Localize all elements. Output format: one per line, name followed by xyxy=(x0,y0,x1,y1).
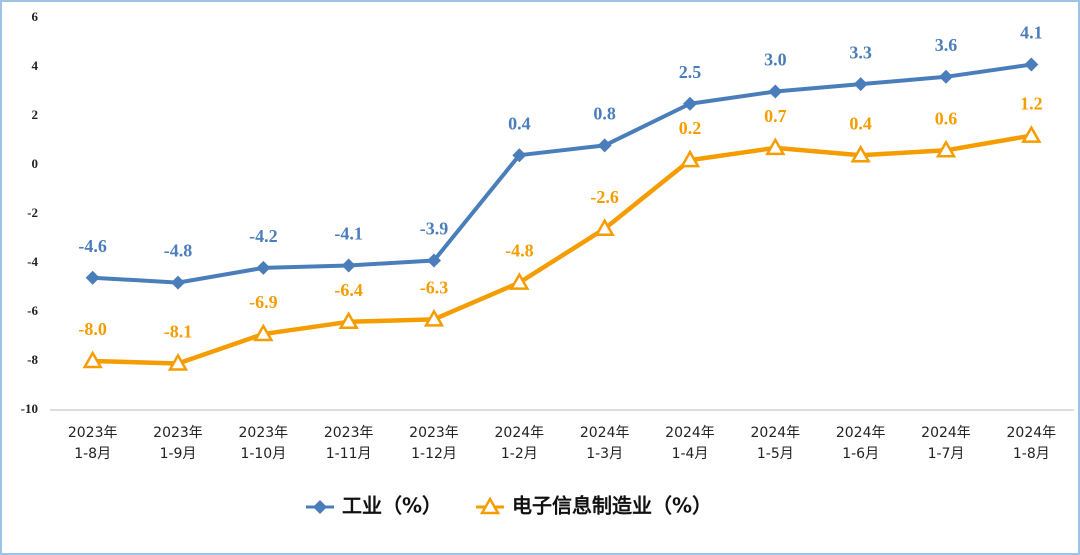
marker xyxy=(341,258,356,273)
value-label: 3.6 xyxy=(935,35,958,55)
x-tick-label: 2024年 xyxy=(665,425,715,441)
value-label: -4.8 xyxy=(164,241,193,261)
legend-label: 电子信息制造业（%） xyxy=(512,494,712,518)
value-label: 3.0 xyxy=(764,50,787,70)
value-label: -4.6 xyxy=(78,236,107,256)
x-tick-label: 2024年 xyxy=(580,425,630,441)
x-tick-label: 1-8月 xyxy=(1013,446,1050,462)
value-label: -4.2 xyxy=(249,226,278,246)
x-tick-label: 2024年 xyxy=(836,425,886,441)
x-tick-label: 1-9月 xyxy=(160,446,197,462)
marker xyxy=(765,137,786,156)
marker xyxy=(167,352,189,371)
marker xyxy=(256,260,271,275)
value-label: -8.1 xyxy=(164,322,193,342)
x-tick-label: 1-8月 xyxy=(74,446,111,462)
x-tick-label: 1-12月 xyxy=(411,446,457,462)
x-tick-label: 1-6月 xyxy=(842,446,879,462)
x-tick-label: 2024年 xyxy=(1007,425,1057,441)
value-label: -3.9 xyxy=(420,219,449,239)
marker xyxy=(850,144,871,163)
y-tick-label: -2 xyxy=(27,205,38,220)
y-tick-label: 4 xyxy=(32,58,39,73)
marker xyxy=(423,308,445,327)
value-label: 0.4 xyxy=(508,113,531,133)
x-tick-label: 2023年 xyxy=(324,425,374,441)
value-label: -6.3 xyxy=(420,277,449,297)
value-label: 4.1 xyxy=(1020,23,1043,43)
x-tick-label: 2024年 xyxy=(751,425,801,441)
y-tick-label: -10 xyxy=(21,401,38,416)
value-label: -4.1 xyxy=(334,224,363,244)
marker xyxy=(935,139,957,158)
marker xyxy=(427,253,441,268)
x-tick-label: 1-5月 xyxy=(757,446,794,462)
x-tick-label: 1-7月 xyxy=(928,446,965,462)
x-tick-label: 1-3月 xyxy=(586,446,623,462)
marker xyxy=(338,311,359,330)
marker xyxy=(1024,57,1039,72)
value-label: 2.5 xyxy=(679,62,702,82)
marker xyxy=(85,270,100,285)
x-tick-label: 2024年 xyxy=(921,425,971,441)
value-label: -6.9 xyxy=(249,292,278,312)
marker xyxy=(597,138,612,153)
marker xyxy=(853,77,868,92)
marker xyxy=(768,84,783,99)
y-tick-label: 6 xyxy=(32,9,39,24)
marker xyxy=(313,500,327,514)
value-label: 0.6 xyxy=(935,108,958,128)
y-tick-label: -6 xyxy=(27,303,38,318)
value-label: 0.7 xyxy=(764,106,787,126)
value-label: 1.2 xyxy=(1020,94,1043,114)
marker xyxy=(509,272,530,290)
y-tick-label: -4 xyxy=(27,254,38,269)
x-tick-label: 2023年 xyxy=(239,425,289,441)
value-label: -4.8 xyxy=(505,241,534,261)
marker xyxy=(594,218,615,236)
value-label: 0.8 xyxy=(593,104,616,124)
marker xyxy=(683,96,697,111)
x-tick-label: 2023年 xyxy=(153,425,203,441)
marker xyxy=(939,69,953,84)
y-tick-label: -8 xyxy=(27,352,38,367)
legend-label: 工业（%） xyxy=(342,494,442,518)
x-tick-label: 1-11月 xyxy=(326,446,372,462)
x-tick-label: 2024年 xyxy=(495,425,545,441)
marker xyxy=(679,149,701,168)
marker xyxy=(171,275,185,290)
value-label: 0.2 xyxy=(679,118,702,138)
marker xyxy=(82,350,103,369)
y-tick-label: 0 xyxy=(32,156,39,171)
value-label: 0.4 xyxy=(849,113,872,133)
marker xyxy=(512,148,527,163)
x-tick-label: 1-2月 xyxy=(501,446,538,462)
value-label: -6.4 xyxy=(334,280,363,300)
series-line xyxy=(92,133,1032,366)
marker xyxy=(1021,125,1042,143)
x-tick-label: 2023年 xyxy=(409,425,459,441)
x-tick-label: 1-4月 xyxy=(672,446,709,462)
value-label: -2.6 xyxy=(590,187,619,207)
x-tick-label: 2023年 xyxy=(68,425,118,441)
marker xyxy=(253,323,274,342)
marker xyxy=(479,496,501,515)
value-label: -8.0 xyxy=(78,319,107,339)
series-line xyxy=(92,62,1032,285)
y-tick-label: 2 xyxy=(32,107,39,122)
value-label: 3.3 xyxy=(849,42,872,62)
x-tick-label: 1-10月 xyxy=(240,446,286,462)
